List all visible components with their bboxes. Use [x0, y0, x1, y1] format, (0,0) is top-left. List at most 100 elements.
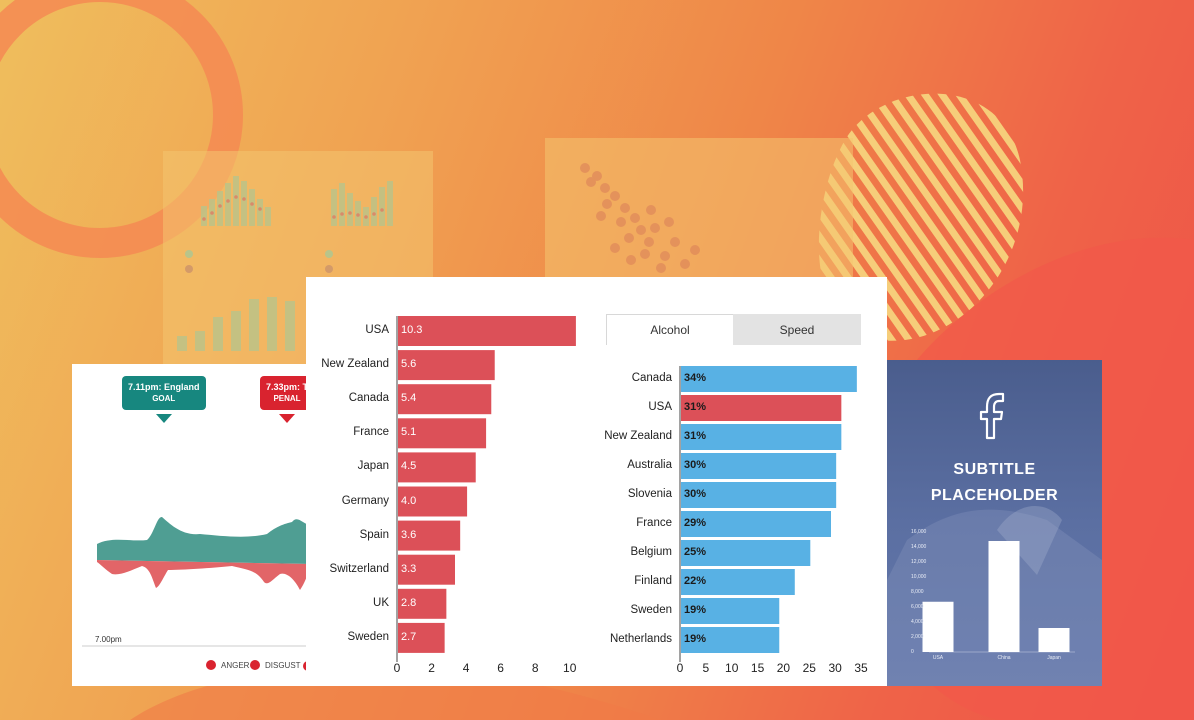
right-chart-value-label: 31%: [684, 430, 707, 442]
right-chart-value-label: 25%: [684, 546, 707, 558]
facebook-icon[interactable]: [974, 390, 1014, 442]
right-chart-x-tick: 35: [854, 661, 868, 675]
fb-chart-y-tick: 8,000: [911, 589, 924, 595]
right-chart-x-tick: 25: [802, 661, 816, 675]
right-chart-category-label: Finland: [634, 575, 672, 587]
right-chart-bar[interactable]: [681, 627, 780, 653]
left-chart-x-tick: 2: [428, 661, 435, 675]
left-chart-bar[interactable]: [398, 588, 447, 619]
right-chart-value-label: 19%: [684, 633, 707, 645]
red-stream-area: [97, 560, 310, 590]
legend-disgust-dot: [250, 660, 260, 670]
fb-subtitle-line1: SUBTITLE: [953, 461, 1036, 478]
right-chart-category-label: USA: [648, 401, 672, 413]
left-chart-x-tick: 6: [497, 661, 504, 675]
right-chart-value-label: 31%: [684, 401, 707, 413]
fb-chart-bar[interactable]: [988, 541, 1020, 652]
right-chart-bar[interactable]: [681, 482, 837, 508]
right-chart-category-label: New Zealand: [604, 430, 672, 442]
left-chart-x-tick: 8: [531, 661, 539, 675]
right-chart-category-label: Canada: [631, 372, 672, 384]
bar-charts-card: USA 10.3 New Zealand 5.6 Canada 5.4 France 5.1 J…: [306, 277, 887, 686]
goal-callout-time: 7.11pm: England: [128, 382, 200, 392]
right-chart-bar[interactable]: [681, 395, 842, 421]
penalty-callout-event: PENAL: [273, 394, 301, 403]
left-chart-bar[interactable]: [398, 486, 468, 517]
left-chart-category-label: Canada: [348, 392, 389, 405]
fb-chart-bar[interactable]: [922, 601, 954, 652]
penalty-callout: 7.33pm: T PENAL: [260, 376, 310, 423]
fb-bar-chart-svg: [922, 541, 1075, 653]
left-chart-category-label: Spain: [359, 528, 389, 541]
fb-chart-y-tick: 0: [911, 649, 914, 655]
left-chart-bar[interactable]: [398, 452, 476, 483]
left-chart-x-tick: 4: [462, 661, 470, 675]
left-chart-value-label: 5.6: [401, 358, 417, 371]
left-chart-bar[interactable]: [398, 554, 455, 585]
right-chart-value-label: 30%: [684, 459, 707, 471]
left-chart-value-label: 2.7: [401, 630, 417, 643]
fb-chart-y-tick: 6,000: [911, 604, 924, 610]
left-chart-value-label: 2.8: [401, 596, 417, 609]
left-chart-bar[interactable]: [398, 350, 495, 381]
fb-chart-x-tick: USA: [932, 655, 944, 661]
fb-chart-x-tick: Japan: [1047, 655, 1061, 661]
facebook-stats-card: SUBTITLE PLACEHOLDER USA China Japan 16,000…: [887, 360, 1102, 686]
right-chart-x-tick: 15: [750, 661, 765, 675]
left-chart-value-label: 5.1: [401, 426, 417, 439]
left-chart-category-label: UK: [373, 596, 389, 609]
penalty-callout-time: 7.33pm: T: [266, 382, 309, 392]
left-chart-bar[interactable]: [398, 316, 576, 346]
background-climate-chart: [163, 151, 433, 371]
goal-callout: 7.11pm: England GOAL: [122, 376, 206, 423]
left-chart-category-label: Sweden: [347, 630, 389, 643]
left-chart-category-label: Japan: [357, 460, 389, 473]
right-chart-bar[interactable]: [681, 424, 842, 450]
left-chart-value-label: 4.0: [401, 494, 417, 507]
right-chart-category-label: Australia: [627, 459, 672, 471]
left-chart-bar[interactable]: [398, 520, 461, 551]
right-chart-bar[interactable]: [681, 598, 780, 624]
legend-anger-dot: [206, 660, 216, 670]
left-chart-category-label: New Zealand: [321, 358, 389, 371]
goal-callout-event: GOAL: [152, 394, 176, 403]
legend-disgust-label: DISGUST: [265, 660, 301, 670]
right-chart-bar[interactable]: [681, 453, 837, 479]
fb-chart-y-tick: 2,000: [911, 634, 924, 640]
fb-chart-bar[interactable]: [1038, 628, 1070, 652]
right-chart-bar[interactable]: [681, 511, 831, 537]
left-chart-category-label: USA: [365, 324, 389, 336]
stream-graphic: [82, 516, 310, 647]
left-chart-value-label: 3.3: [401, 562, 417, 575]
left-chart-category-label: France: [353, 426, 389, 439]
fb-chart-y-tick: 4,000: [911, 619, 924, 625]
fb-chart-y-tick: 10,000: [911, 574, 927, 580]
right-chart-value-label: 30%: [684, 488, 707, 500]
fb-chart-x-tick: China: [997, 655, 1011, 661]
right-chart-bar[interactable]: [681, 540, 811, 566]
left-chart-bar[interactable]: [398, 384, 492, 415]
fb-chart-y-tick: 16,000: [911, 529, 927, 535]
fb-chart-y-tick: 14,000: [911, 544, 927, 550]
right-chart-category-label: Belgium: [630, 546, 672, 558]
left-chart-x-tick: 0: [393, 661, 401, 675]
bar-charts-svg: [396, 316, 857, 662]
left-chart-bar[interactable]: [398, 622, 445, 653]
right-chart-category-label: Slovenia: [627, 488, 672, 500]
background-scatter-chart: [545, 138, 853, 288]
right-chart-category-label: Sweden: [630, 604, 672, 616]
right-chart-bar[interactable]: [681, 569, 795, 595]
right-chart-value-label: 29%: [684, 517, 707, 529]
fb-subtitle-line2: PLACEHOLDER: [930, 487, 1059, 504]
left-chart-value-label: 10.3: [401, 324, 423, 336]
tab-speed[interactable]: Speed: [733, 314, 861, 345]
right-chart-bar[interactable]: [681, 366, 857, 392]
legend-anger: ANGER: [206, 660, 249, 670]
background-scatter-graphic: [580, 163, 700, 273]
background-climate-chart-graphic: [177, 176, 393, 351]
left-chart-bar[interactable]: [398, 418, 487, 449]
tab-alcohol[interactable]: Alcohol: [606, 314, 734, 345]
left-chart-category-label: Switzerland: [329, 562, 389, 575]
teal-stream-area: [97, 516, 310, 564]
left-chart-value-label: 3.6: [401, 528, 417, 541]
